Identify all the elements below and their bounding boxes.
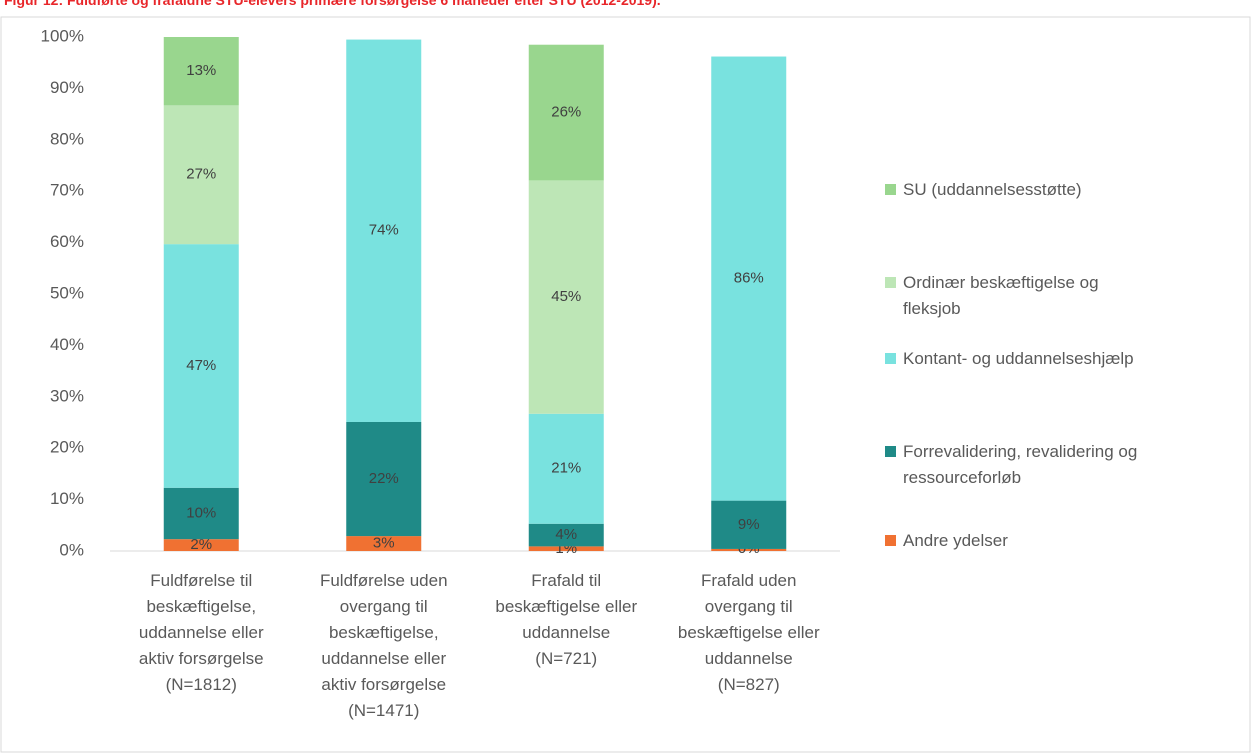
- data-label: 13%: [186, 62, 216, 79]
- bar-segment: [528, 546, 604, 551]
- bar-segment: [711, 548, 787, 551]
- y-tick-label: 70%: [50, 181, 84, 200]
- y-tick-label: 40%: [50, 335, 84, 354]
- y-tick-label: 100%: [41, 26, 84, 45]
- y-tick-label: 60%: [50, 232, 84, 251]
- y-tick-label: 20%: [50, 438, 84, 457]
- legend-swatch: [885, 535, 896, 546]
- legend-swatch: [885, 277, 896, 288]
- bar-segment: [528, 523, 604, 547]
- bar-segment: [711, 500, 787, 549]
- bar-segment: [346, 39, 422, 422]
- data-label: 45%: [551, 288, 581, 305]
- bar-segment: [528, 44, 604, 181]
- legend-label: Kontant- og uddannelseshjælp: [903, 349, 1134, 368]
- chart-title: Figur 12: Fuldførte og frafaldne STU-ele…: [4, 0, 661, 8]
- legend-swatch: [885, 184, 896, 195]
- bar-segment: [163, 105, 239, 245]
- legend-label: Andre ydelser: [903, 531, 1008, 550]
- bar-segment: [711, 56, 787, 501]
- bar-segment: [528, 413, 604, 524]
- bar-segment: [528, 180, 604, 414]
- bar-segment: [163, 487, 239, 540]
- x-tick-label: Frafald til beskæftigelse eller uddannel…: [495, 571, 638, 668]
- y-tick-label: 80%: [50, 129, 84, 148]
- x-tick-label: Fuldførelse til beskæftigelse, uddannels…: [138, 571, 264, 694]
- bar-segment: [163, 244, 239, 488]
- bar-segment: [163, 539, 239, 551]
- bar-segment: [346, 536, 422, 551]
- legend-label: Forrevalidering, revalidering og ressour…: [903, 442, 1138, 487]
- data-label: 74%: [369, 222, 399, 239]
- data-label: 22%: [369, 470, 399, 487]
- data-label: 10%: [186, 504, 216, 521]
- bar-segment: [163, 37, 239, 106]
- frame: [0, 16, 1251, 753]
- data-label: 86%: [734, 270, 764, 287]
- x-tick-label: Fuldførelse uden overgang til beskæftige…: [319, 571, 448, 720]
- data-label: 21%: [551, 460, 581, 477]
- x-tick-label: Frafald uden overgang til beskæftigelse …: [677, 571, 820, 694]
- y-tick-label: 0%: [59, 540, 84, 559]
- data-label: 47%: [186, 357, 216, 374]
- legend-label: Ordinær beskæftigelse og fleksjob: [903, 273, 1099, 318]
- data-label: 3%: [373, 535, 395, 552]
- legend-swatch: [885, 353, 896, 364]
- bar-segment: [346, 421, 422, 537]
- data-label: 9%: [738, 516, 760, 533]
- data-label: 27%: [186, 166, 216, 183]
- legend-label: SU (uddannelsesstøtte): [903, 180, 1082, 199]
- legend-swatch: [885, 446, 896, 457]
- y-tick-label: 50%: [50, 283, 84, 302]
- data-label: 26%: [551, 104, 581, 121]
- data-label: 2%: [190, 536, 212, 553]
- y-tick-label: 30%: [50, 386, 84, 405]
- y-tick-label: 10%: [50, 489, 84, 508]
- data-label: 4%: [555, 526, 577, 543]
- y-tick-label: 90%: [50, 78, 84, 97]
